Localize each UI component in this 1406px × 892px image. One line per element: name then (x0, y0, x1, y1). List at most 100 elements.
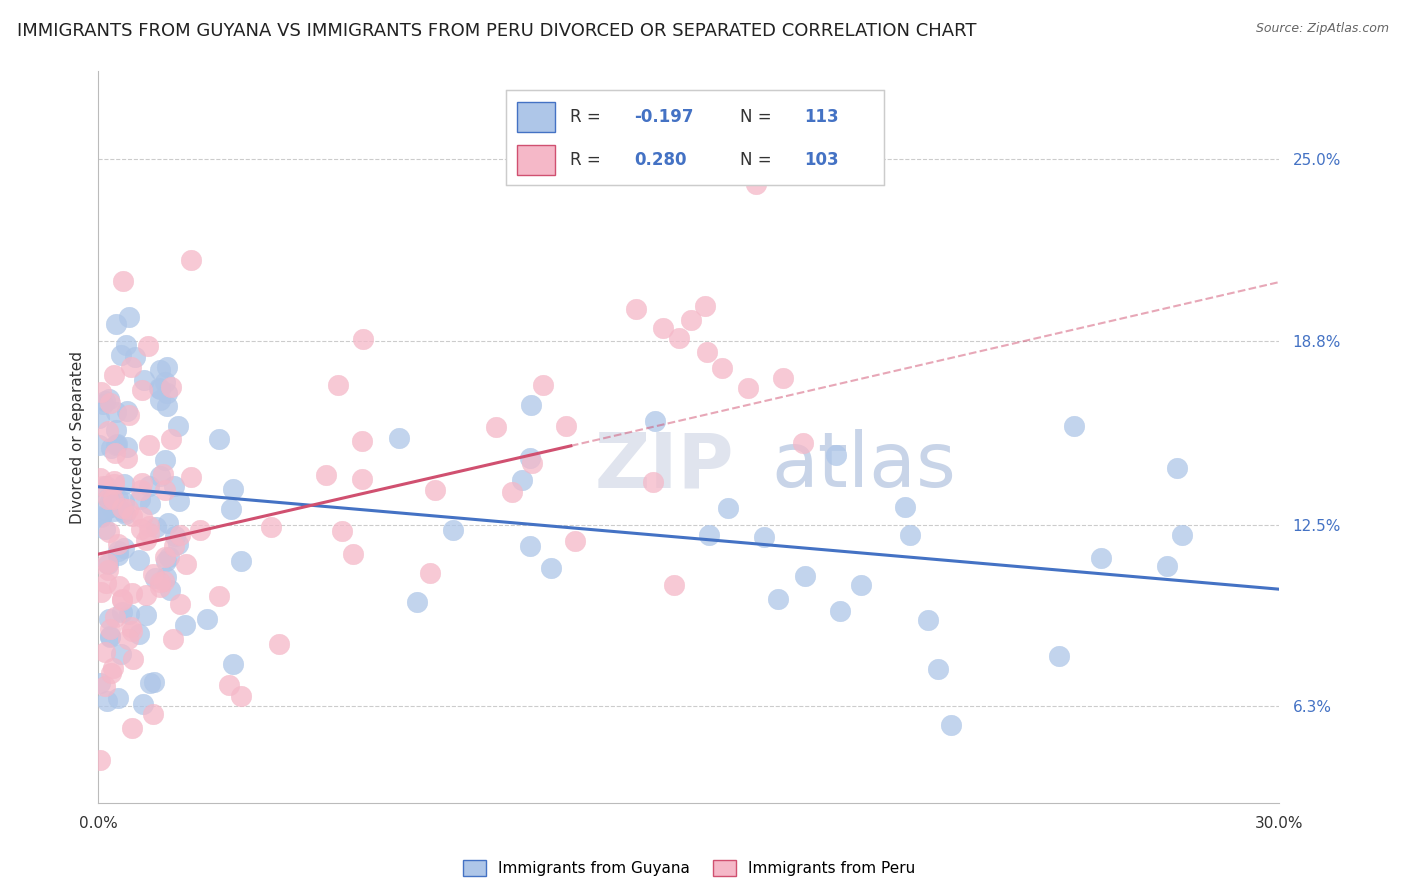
Point (89, 471, 111, 485)
Point (96, 563, 118, 577)
Point (107, 690, 129, 705)
Point (108, 579, 131, 593)
Point (744, 177, 766, 191)
Point (1063, 419, 1085, 434)
Point (100, 665, 122, 680)
Point (851, 578, 873, 592)
Text: atlas: atlas (772, 429, 956, 503)
Point (97, 392, 120, 407)
Point (825, 448, 848, 462)
Point (221, 502, 243, 516)
Point (752, 530, 775, 544)
Point (111, 591, 134, 606)
Point (564, 533, 586, 548)
Point (115, 338, 138, 352)
Point (520, 398, 543, 412)
Point (540, 561, 562, 575)
Point (1090, 550, 1112, 565)
Point (652, 320, 675, 334)
Point (103, 504, 125, 518)
Point (894, 500, 917, 515)
Point (352, 332, 374, 346)
Point (121, 624, 143, 639)
Point (260, 520, 283, 534)
Point (142, 566, 165, 581)
Point (222, 482, 245, 496)
Point (1166, 460, 1188, 475)
Point (93, 522, 115, 536)
Point (159, 583, 181, 598)
Point (152, 467, 174, 482)
Point (112, 505, 135, 519)
Point (419, 566, 441, 580)
Point (97, 612, 120, 626)
Point (180, 470, 202, 484)
Point (138, 676, 160, 690)
Point (101, 661, 124, 675)
Point (128, 492, 150, 507)
Point (679, 312, 702, 326)
Point (195, 612, 218, 626)
Point (157, 550, 180, 565)
Point (96, 694, 118, 708)
Point (100, 441, 122, 455)
Point (425, 483, 447, 497)
Point (510, 473, 533, 487)
Point (330, 524, 353, 538)
Point (149, 469, 172, 483)
Point (160, 433, 183, 447)
Point (98, 629, 121, 643)
Point (917, 613, 939, 627)
Point (120, 620, 142, 634)
Point (97, 557, 120, 571)
Point (94, 503, 117, 517)
Point (668, 331, 690, 345)
Point (898, 528, 921, 542)
Point (107, 543, 129, 558)
Point (711, 361, 734, 376)
Point (153, 375, 176, 389)
Point (166, 418, 188, 433)
Point (94, 645, 117, 659)
Point (138, 437, 160, 451)
Point (149, 580, 172, 594)
Point (156, 359, 179, 374)
Point (104, 424, 127, 438)
Point (98, 396, 121, 410)
Point (90, 384, 112, 399)
Point (103, 476, 125, 491)
Point (96, 479, 118, 493)
Point (122, 652, 145, 666)
Point (267, 637, 290, 651)
Point (138, 479, 160, 493)
Point (315, 467, 337, 482)
Point (136, 339, 159, 353)
Point (218, 678, 240, 692)
Point (662, 578, 685, 592)
Text: Source: ZipAtlas.com: Source: ZipAtlas.com (1256, 22, 1389, 36)
Point (118, 310, 141, 324)
Point (112, 477, 135, 491)
Point (794, 569, 817, 583)
Point (91, 397, 114, 411)
Point (328, 377, 350, 392)
Point (120, 359, 142, 374)
Point (229, 689, 252, 703)
Point (180, 252, 202, 267)
Text: ZIP: ZIP (595, 429, 734, 503)
Point (110, 648, 132, 662)
Point (94, 576, 117, 591)
Point (96, 556, 118, 570)
Point (104, 317, 127, 331)
Point (100, 500, 122, 515)
Point (139, 497, 162, 511)
Point (927, 662, 949, 676)
Point (111, 500, 134, 515)
Point (153, 453, 176, 467)
Point (165, 529, 187, 543)
Point (208, 589, 231, 603)
Point (737, 381, 759, 395)
Point (143, 571, 166, 585)
Point (111, 593, 134, 607)
Point (441, 523, 464, 537)
